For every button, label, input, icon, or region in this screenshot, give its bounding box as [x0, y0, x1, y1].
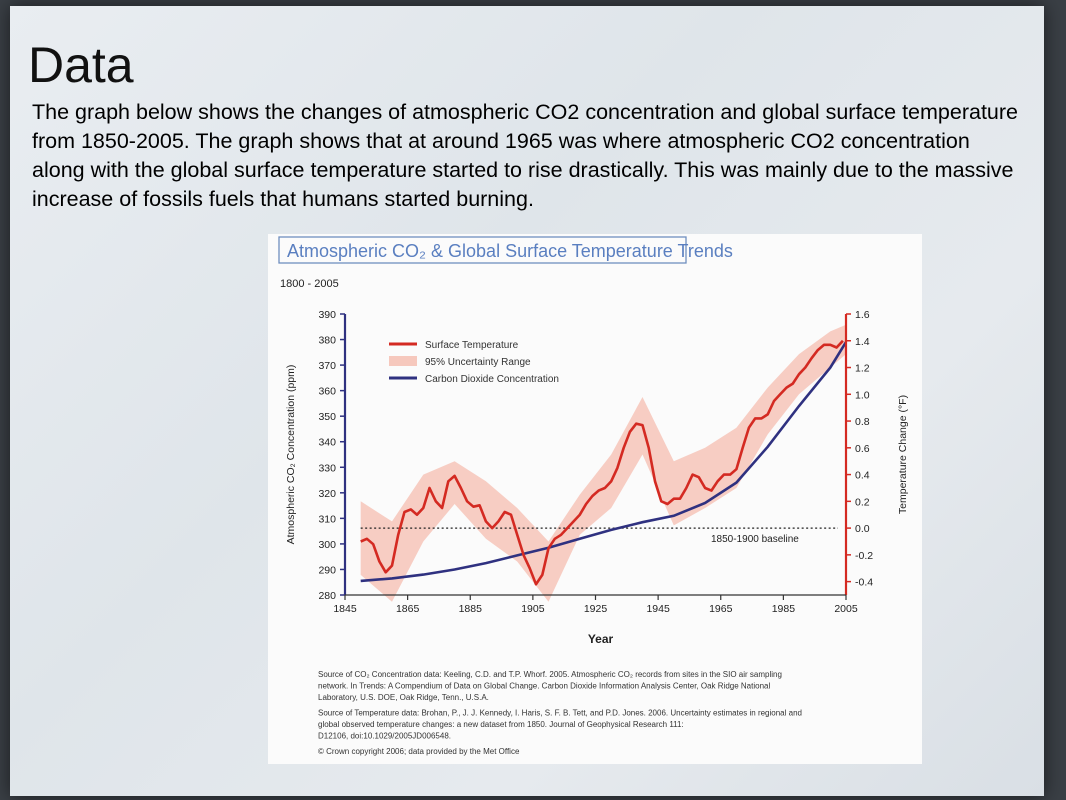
- left-tick-label: 310: [318, 513, 336, 525]
- temperature-line: [360, 339, 844, 586]
- x-tick-label: 1845: [333, 603, 357, 615]
- uncertainty-band: [360, 324, 846, 602]
- left-tick-label: 390: [318, 309, 336, 321]
- co2-line: [360, 341, 848, 583]
- right-tick-label: 0.4: [855, 470, 870, 482]
- slide-title: Data: [28, 37, 134, 93]
- legend-label-co2: Carbon Dioxide Concentration: [425, 374, 559, 385]
- baseline-label: 1850-1900 baseline: [711, 534, 799, 545]
- right-tick-label: 1.4: [855, 336, 870, 348]
- source-note-line: global observed temperature changes: a n…: [318, 720, 684, 729]
- source-note-line: Source of CO₂ Concentration data: Keelin…: [318, 670, 782, 679]
- left-tick-label: 330: [318, 462, 336, 474]
- source-note-line: Source of Temperature data: Brohan, P., …: [318, 709, 802, 718]
- right-tick-label: -0.2: [855, 550, 873, 562]
- right-tick-label: 1.2: [855, 363, 870, 375]
- x-tick-label: 1925: [584, 603, 608, 615]
- x-tick-label: 2005: [834, 603, 858, 615]
- slide-body-text: The graph below shows the changes of atm…: [32, 100, 1018, 211]
- x-tick-label: 1945: [646, 603, 670, 615]
- legend-label-temperature: Surface Temperature: [425, 340, 519, 351]
- right-tick-label: 0.6: [855, 443, 870, 455]
- left-tick-label: 380: [318, 335, 336, 347]
- legend-swatch-uncertainty: [389, 356, 417, 366]
- left-tick-label: 290: [318, 564, 336, 576]
- source-note-line: network. In Trends: A Compendium of Data…: [318, 682, 770, 691]
- chart-svg: Atmospheric CO₂ & Global Surface Tempera…: [278, 236, 909, 756]
- left-tick-label: 300: [318, 539, 336, 551]
- right-tick-label: 1.6: [855, 309, 870, 321]
- right-tick-label: 1.0: [855, 389, 870, 401]
- x-tick-label: 1965: [709, 603, 733, 615]
- right-tick-label: -0.4: [855, 577, 873, 589]
- right-tick-label: 0.2: [855, 496, 870, 508]
- x-tick-label: 1865: [396, 603, 420, 615]
- chart-title-box: [278, 236, 687, 264]
- left-tick-label: 350: [318, 411, 336, 423]
- right-axis-title: Temperature Change (°F): [897, 395, 909, 514]
- left-tick-label: 370: [318, 360, 336, 372]
- left-tick-label: 280: [318, 590, 336, 602]
- source-note-line: D12106, doi:10.1029/2005JD006548.: [318, 732, 451, 741]
- x-tick-label: 1985: [772, 603, 796, 615]
- left-tick-label: 320: [318, 488, 336, 500]
- x-axis-title: Year: [588, 632, 614, 646]
- right-tick-label: 0.8: [855, 416, 870, 428]
- source-note-line: © Crown copyright 2006; data provided by…: [318, 747, 520, 756]
- chart-subtitle: 1800 - 2005: [280, 278, 339, 290]
- x-tick-label: 1905: [521, 603, 545, 615]
- x-tick-label: 1885: [459, 603, 483, 615]
- right-tick-label: 0.0: [855, 523, 870, 535]
- source-note-line: Laboratory, U.S. DOE, Oak Ridge, Tenn., …: [318, 693, 489, 702]
- left-axis-title: Atmospheric CO₂ Concentration (ppm): [285, 365, 297, 545]
- chart-title: Atmospheric CO₂ & Global Surface Tempera…: [287, 241, 733, 261]
- left-tick-label: 360: [318, 386, 336, 398]
- left-tick-label: 340: [318, 437, 336, 449]
- legend-label-uncertainty: 95% Uncertainty Range: [425, 357, 531, 368]
- chart-figure: Atmospheric CO₂ & Global Surface Tempera…: [268, 234, 922, 764]
